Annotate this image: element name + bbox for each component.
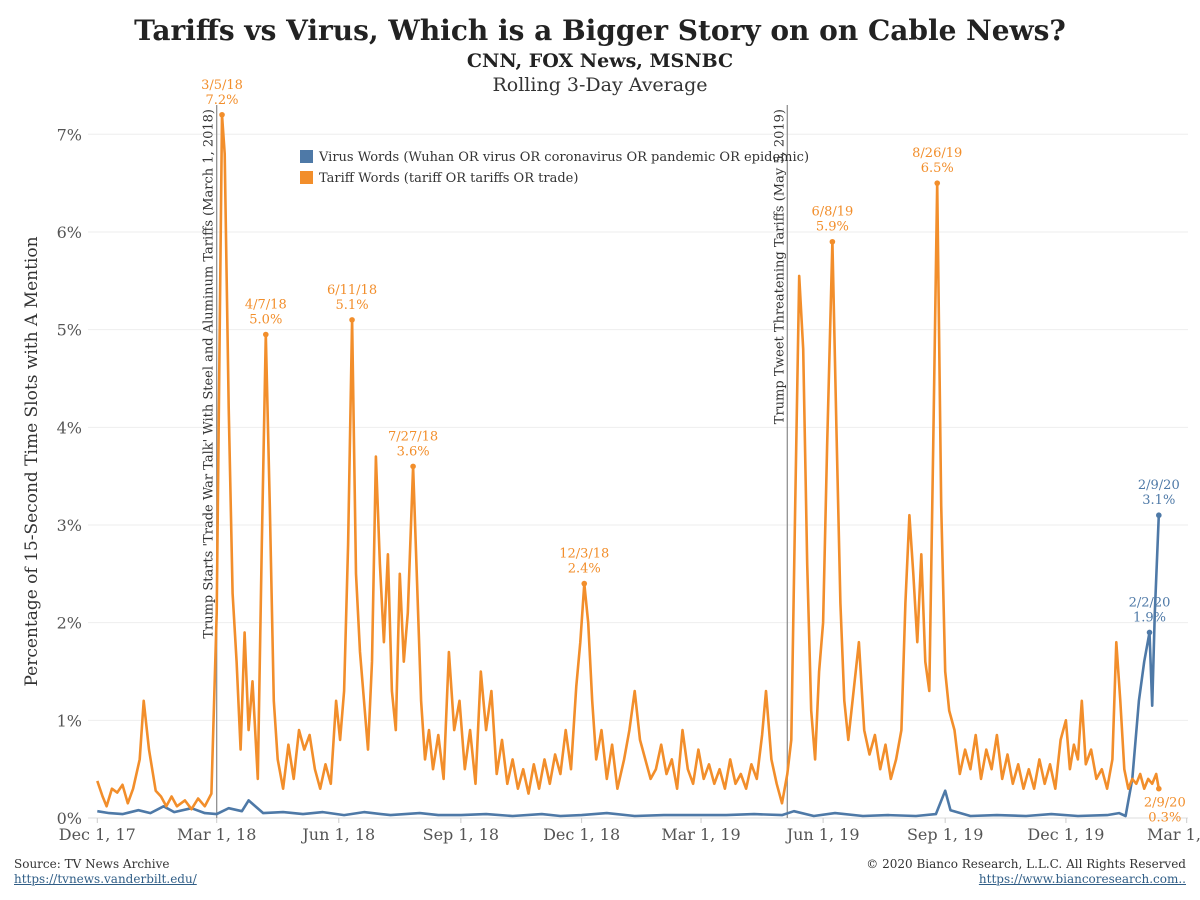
- annotation-date-label: 12/3/18: [559, 547, 609, 562]
- y-tick-label: 6%: [57, 223, 82, 242]
- annotation-point: [263, 331, 269, 338]
- x-tick-label: Dec 1, 17: [59, 825, 136, 844]
- x-tick-label: Dec 1, 19: [1027, 825, 1104, 844]
- legend-label: Virus Words (Wuhan OR virus OR coronavir…: [318, 150, 809, 165]
- copyright-link[interactable]: https://www.biancoresearch.com..: [978, 872, 1186, 886]
- reference-line-label: Trump Starts 'Trade War Talk' With Steel…: [202, 109, 217, 639]
- tariff-series-line: [96, 113, 1161, 811]
- x-tick-label: Jun 1, 19: [785, 825, 860, 844]
- annotation-point: [581, 580, 588, 587]
- annotation-date-label: 3/5/18: [201, 78, 243, 93]
- annotation-value-label: 7.2%: [206, 93, 239, 108]
- x-tick-label: Dec 1, 18: [543, 825, 620, 844]
- x-tick-label: Sep 1, 19: [907, 825, 983, 844]
- annotation-date-label: 7/27/18: [388, 429, 438, 444]
- legend-label: Tariff Words (tariff OR tariffs OR trade…: [319, 171, 578, 186]
- source-link[interactable]: https://tvnews.vanderbilt.edu/: [14, 872, 197, 886]
- y-tick-label: 7%: [57, 125, 82, 144]
- annotation-date-label: 2/2/20: [1129, 595, 1171, 610]
- chart-title: Tariffs vs Virus, Which is a Bigger Stor…: [134, 14, 1066, 47]
- annotation-value-label: 5.0%: [249, 313, 282, 328]
- y-tick-label: 4%: [57, 418, 82, 437]
- y-axis-label: Percentage of 15-Second Time Slots with …: [22, 236, 42, 686]
- x-tick-label: Mar 1, 20: [1147, 825, 1200, 844]
- chart-subtitle: CNN, FOX News, MSNBC: [466, 50, 734, 72]
- annotation-value-label: 0.3%: [1148, 811, 1181, 826]
- copyright-label: © 2020 Bianco Research, L.L.C. All Right…: [866, 857, 1186, 871]
- virus-series-line: [97, 515, 1161, 818]
- annotation-point: [934, 180, 941, 186]
- annotation-value-label: 1.9%: [1133, 610, 1166, 625]
- legend-swatch: [300, 171, 313, 184]
- y-tick-label: 3%: [57, 516, 82, 535]
- annotation-value-label: 3.1%: [1142, 493, 1175, 508]
- source-label: Source: TV News Archive: [14, 857, 170, 871]
- annotation-value-label: 2.4%: [568, 562, 601, 577]
- reference-line-label: Trump Tweet Threatening Tariffs (May 5, …: [772, 109, 787, 424]
- annotation-value-label: 6.5%: [921, 161, 954, 176]
- annotation-point: [349, 317, 355, 323]
- annotation-date-label: 8/26/19: [912, 146, 962, 161]
- x-tick-label: Sep 1, 18: [423, 825, 499, 844]
- annotation-point: [1146, 629, 1153, 636]
- annotation-value-label: 5.9%: [816, 220, 849, 235]
- y-tick-label: 2%: [57, 614, 82, 633]
- annotation-value-label: 3.6%: [397, 444, 430, 459]
- annotation-point: [829, 238, 836, 245]
- x-tick-label: Mar 1, 18: [177, 825, 256, 844]
- annotation-point: [1156, 785, 1162, 792]
- legend-swatch: [300, 150, 313, 163]
- chart-subtitle-rolling: Rolling 3-Day Average: [492, 74, 708, 96]
- x-tick-label: Mar 1, 19: [661, 825, 740, 844]
- y-tick-label: 0%: [57, 809, 82, 828]
- annotation-point: [219, 111, 225, 118]
- annotation-date-label: 2/9/20: [1144, 796, 1186, 811]
- annotation-date-label: 6/11/18: [327, 283, 377, 298]
- annotation-date-label: 2/9/20: [1138, 478, 1180, 493]
- y-tick-label: 5%: [57, 321, 82, 340]
- annotation-point: [1156, 512, 1162, 519]
- annotation-point: [410, 463, 416, 470]
- y-tick-label: 1%: [57, 711, 82, 730]
- annotation-value-label: 5.1%: [336, 298, 369, 313]
- annotation-date-label: 4/7/18: [245, 298, 287, 313]
- annotation-date-label: 6/8/19: [811, 205, 853, 220]
- x-tick-label: Jun 1, 18: [300, 825, 375, 844]
